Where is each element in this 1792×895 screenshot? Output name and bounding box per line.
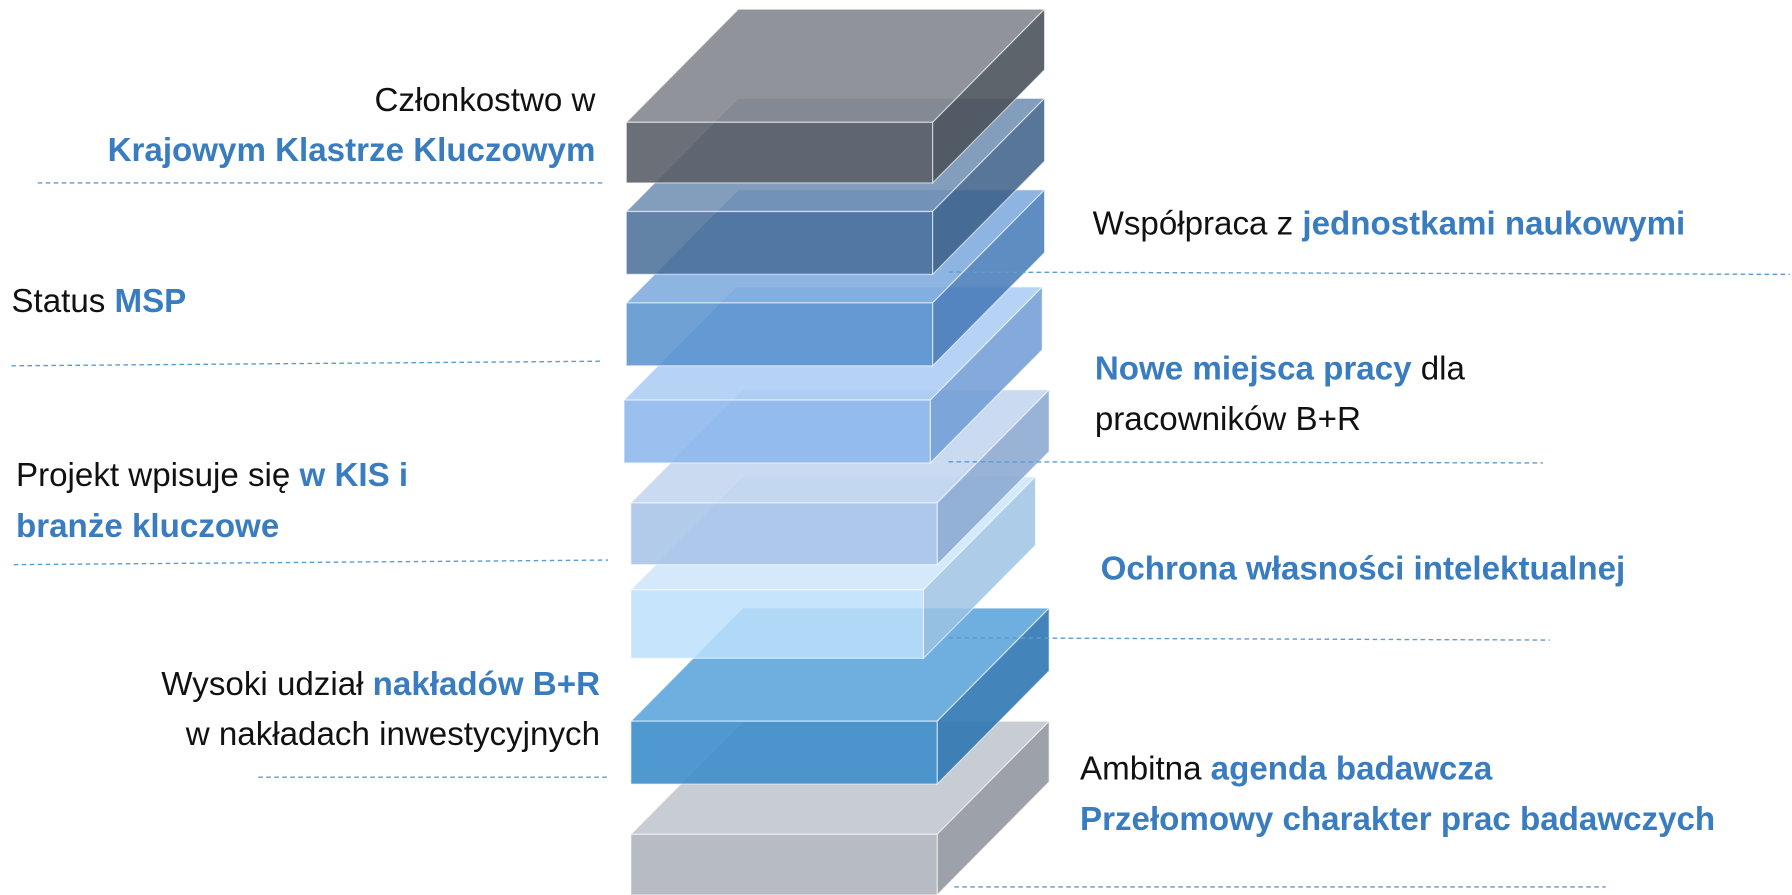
label-text: Status xyxy=(11,283,105,320)
slab-face xyxy=(626,212,932,275)
label: w nakładach inwestycyjnych xyxy=(185,716,600,753)
layer-diagram: Członkostwo w Krajowym Klastrze Kluczowy… xyxy=(0,0,1792,895)
slab-face xyxy=(631,590,924,659)
label-text: Wysoki udział xyxy=(161,666,364,703)
label-emphasis: agenda badawcza xyxy=(1211,751,1493,788)
label: Członkostwo w xyxy=(375,82,596,119)
slab-face xyxy=(631,503,937,565)
label-text: Ambitna xyxy=(1080,751,1202,788)
label: pracowników B+R xyxy=(1095,401,1361,438)
label-emphasis: jednostkami naukowymi xyxy=(1301,205,1685,242)
label-text: Projekt wpisuje się xyxy=(16,457,290,494)
slab-face xyxy=(631,834,937,895)
label-emphasis: branże kluczowe xyxy=(16,508,279,545)
label-text: dla xyxy=(1421,351,1466,388)
label-emphasis: MSP xyxy=(114,283,186,320)
slab-face xyxy=(631,721,937,784)
label-emphasis: Nowe miejsca pracy xyxy=(1095,351,1412,388)
label-emphasis: Przełomowy charakter prac badawczych xyxy=(1080,801,1715,838)
dashed-line xyxy=(11,361,603,366)
dashed-line xyxy=(949,272,1790,274)
label-text: Współpraca z xyxy=(1093,205,1294,242)
slab-face xyxy=(624,400,930,463)
dashed-line xyxy=(14,560,608,565)
label-emphasis: Krajowym Klastrze Kluczowym xyxy=(108,132,596,169)
label-emphasis: Ochrona własności intelektualnej xyxy=(1101,550,1626,587)
label-emphasis: nakładów B+R xyxy=(373,666,600,703)
layer-stack xyxy=(624,9,1049,895)
label-emphasis: w KIS i xyxy=(298,457,408,494)
slab-face xyxy=(626,122,932,183)
slab-face xyxy=(626,303,932,366)
